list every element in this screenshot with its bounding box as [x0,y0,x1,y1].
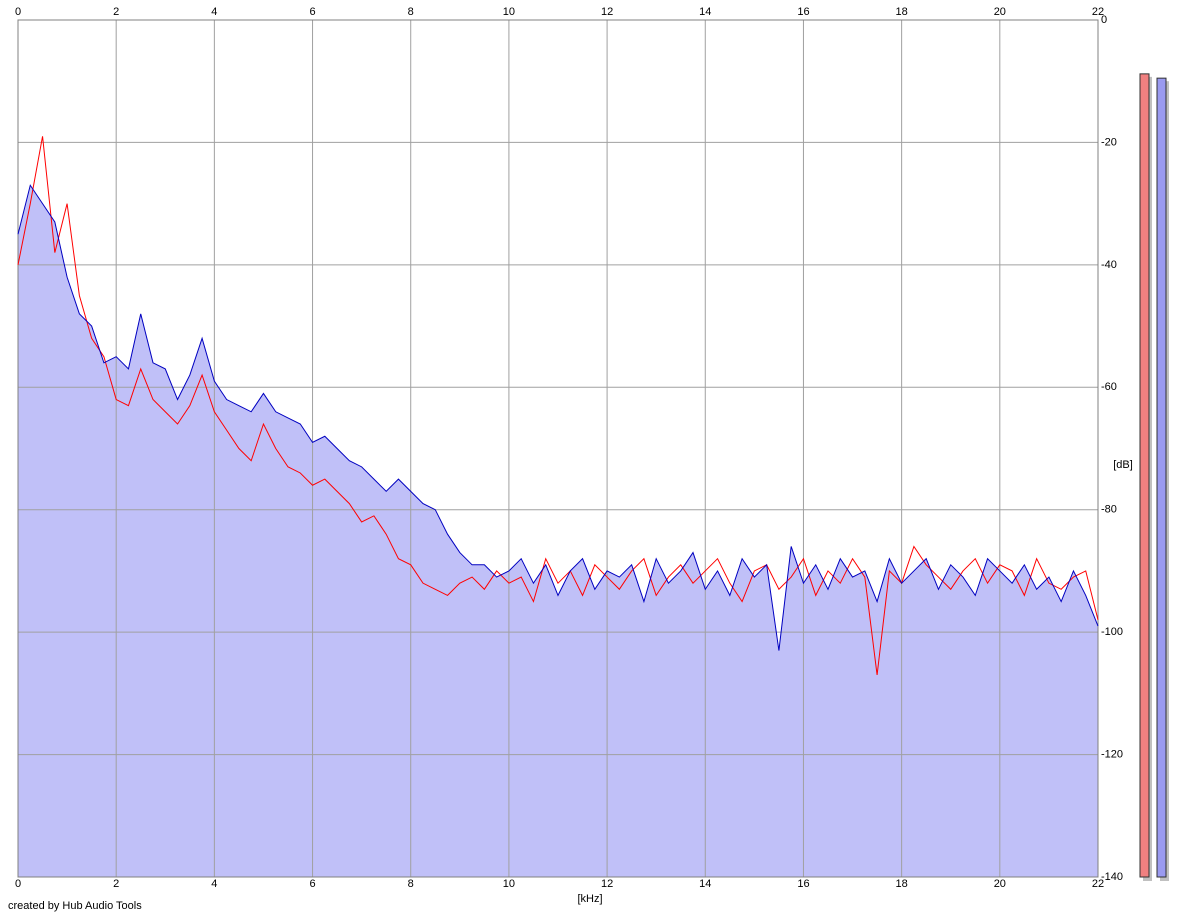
x-axis-label: [kHz] [577,893,602,905]
x-tick-label-top: 18 [896,6,908,18]
x-tick-label-top: 2 [113,6,119,18]
level-meter [1139,73,1150,878]
spectrum-line [17,136,1099,676]
y-tick-label: -60 [1101,381,1117,393]
x-tick-label: 14 [699,878,711,890]
x-tick-label-top: 10 [503,6,515,18]
y-tick-label: -100 [1101,626,1123,638]
y-tick-label: -80 [1101,504,1117,516]
x-tick-label-top: 22 [1092,6,1104,18]
x-tick-label: 20 [994,878,1006,890]
plot-frame [17,19,1099,878]
x-tick-label-top: 4 [211,6,217,18]
x-tick-label-top: 16 [797,6,809,18]
x-tick-label-top: 8 [408,6,414,18]
y-tick-label: -20 [1101,136,1117,148]
x-tick-label: 8 [408,878,414,890]
level-meter [1156,77,1167,878]
x-tick-label: 16 [797,878,809,890]
x-tick-label: 12 [601,878,613,890]
x-tick-label: 6 [309,878,315,890]
footer: created by Hub Audio Tools [8,900,142,912]
y-tick-label: -140 [1101,871,1123,883]
x-tick-label: 18 [896,878,908,890]
x-tick-label: 4 [211,878,217,890]
x-tick-label-top: 20 [994,6,1006,18]
y-tick-label: -40 [1101,259,1117,271]
x-tick-label-top: 14 [699,6,711,18]
y-tick-label: 0 [1101,14,1107,26]
spectrum-area [18,185,1098,877]
y-tick-label: -120 [1101,748,1123,760]
spectrum-line [17,184,1099,651]
x-tick-label: 22 [1092,878,1104,890]
x-tick-label: 10 [503,878,515,890]
y-axis-label: [dB] [1113,459,1133,471]
x-tick-label-top: 6 [309,6,315,18]
x-tick-label: 0 [15,878,21,890]
x-tick-label: 2 [113,878,119,890]
x-tick-label-top: 0 [15,6,21,18]
x-tick-label-top: 12 [601,6,613,18]
